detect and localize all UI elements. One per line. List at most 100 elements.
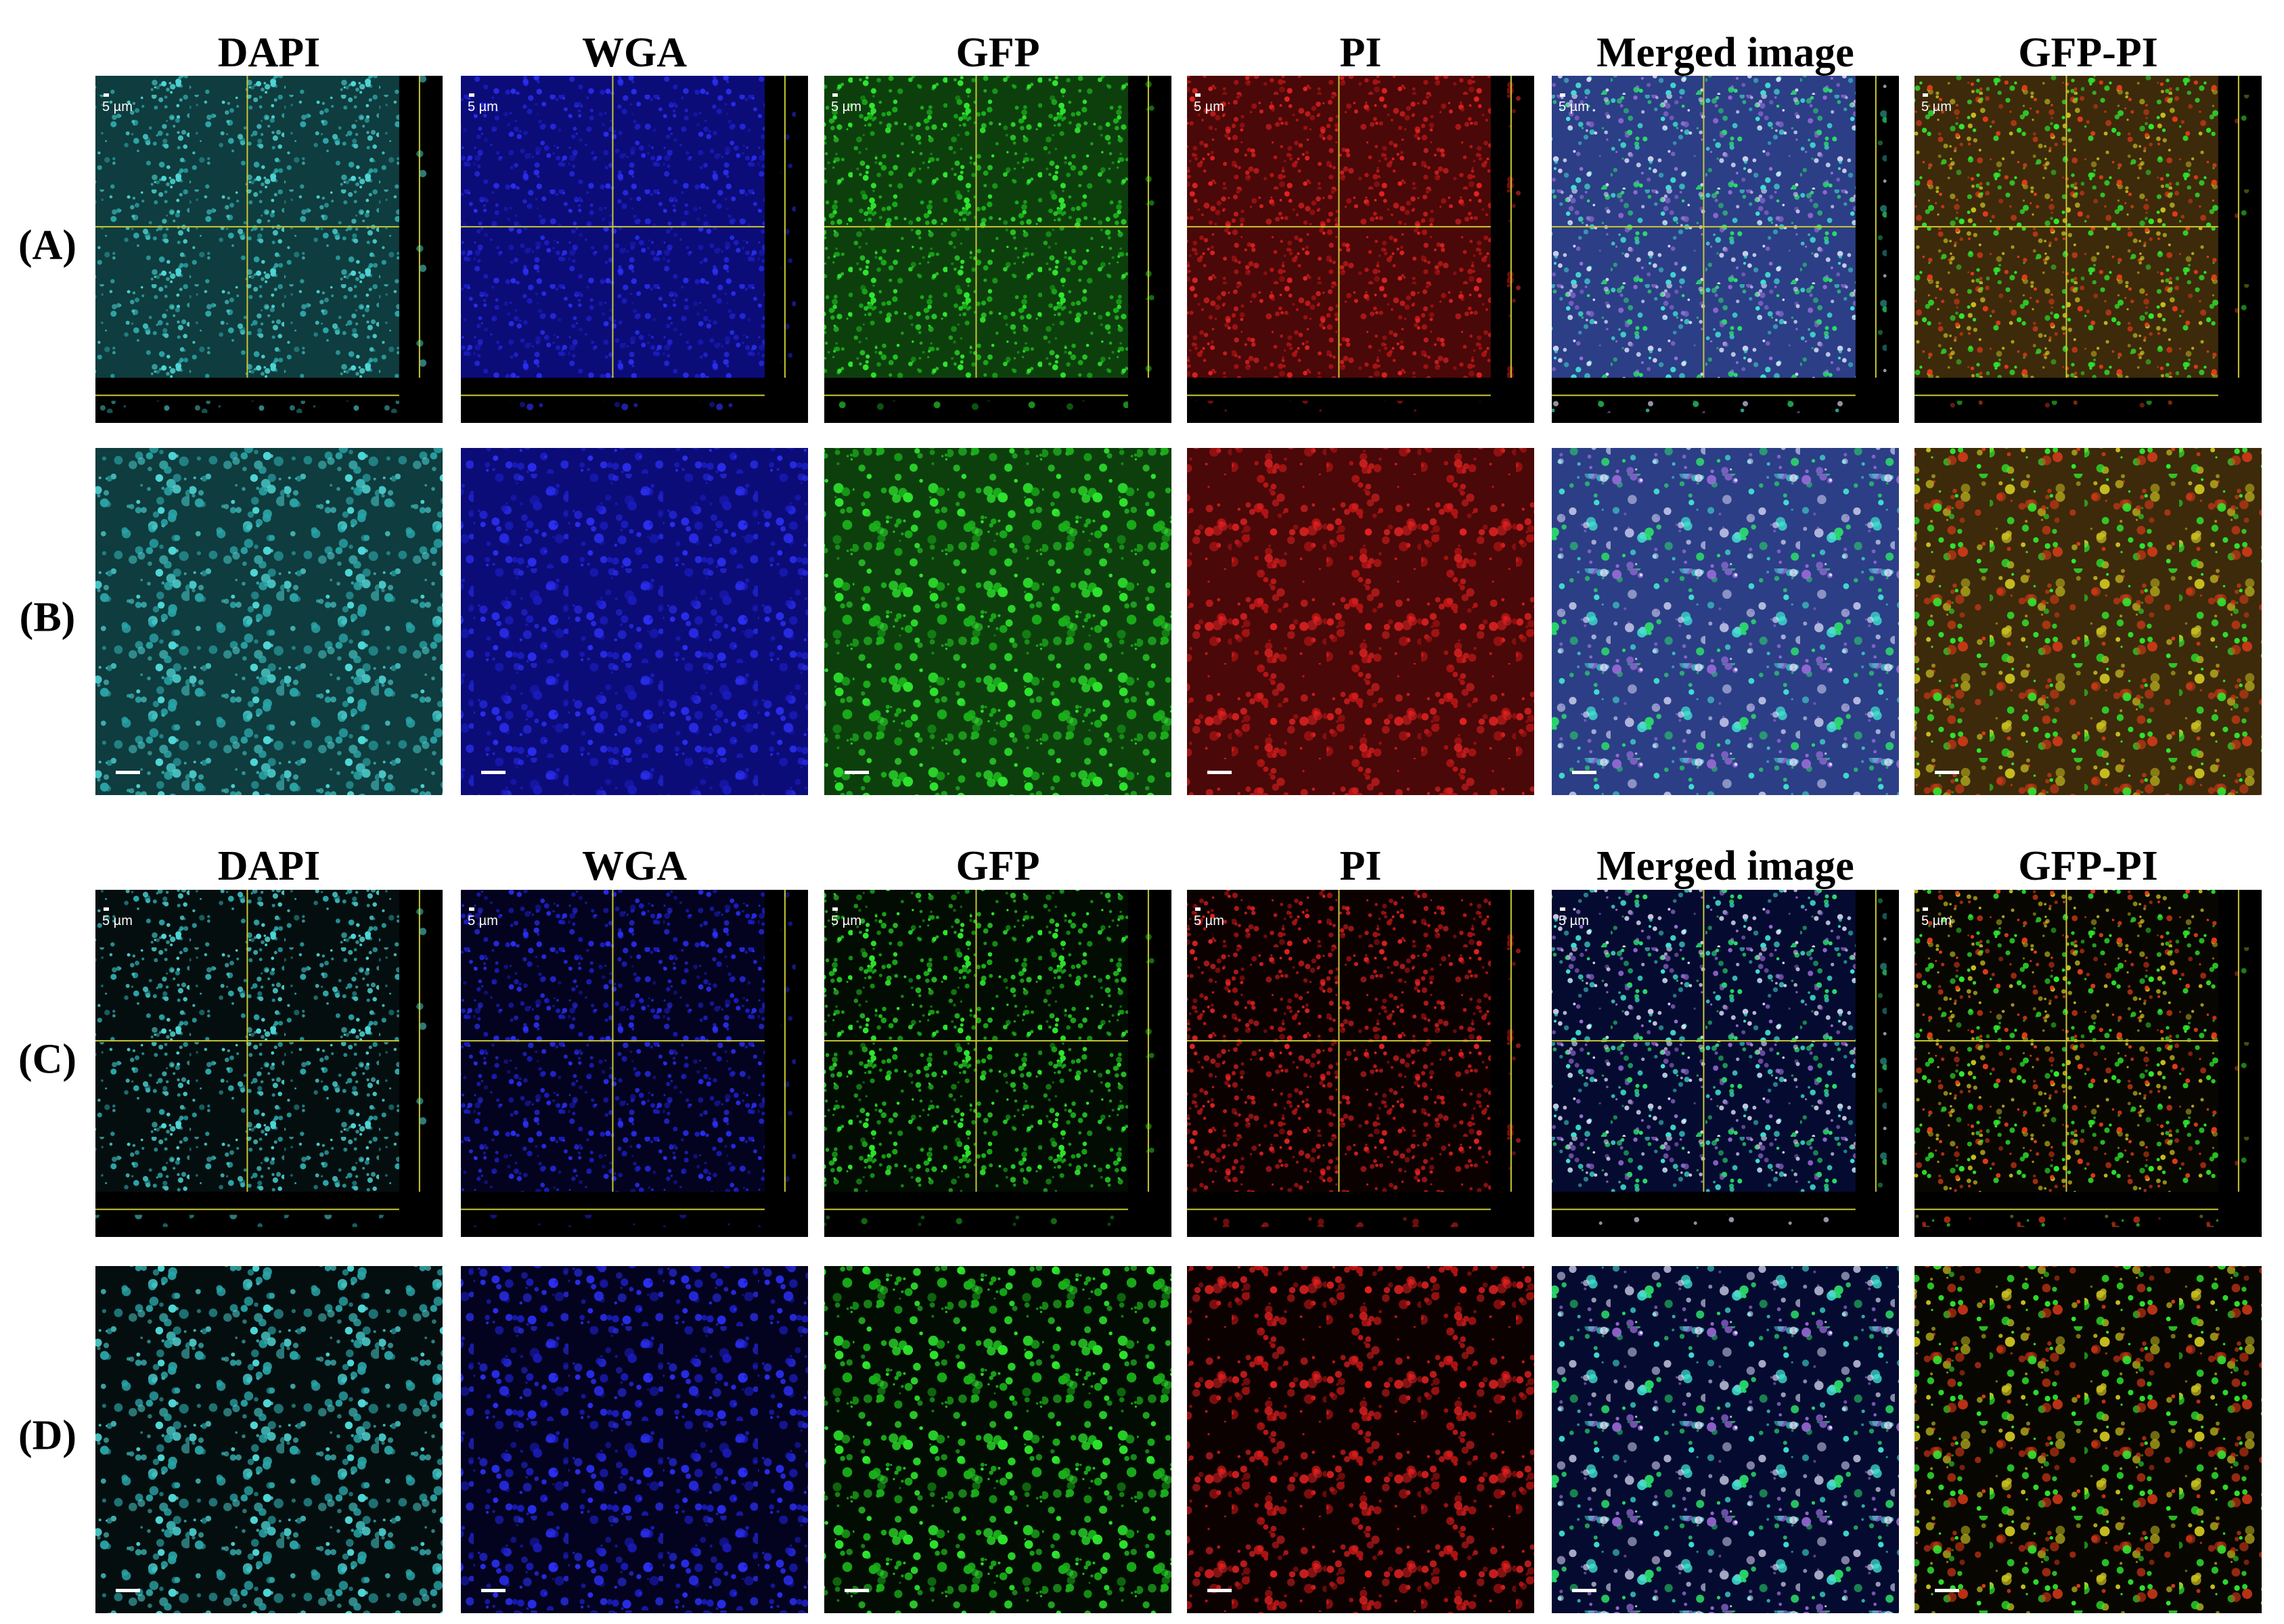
scale-bar — [116, 771, 140, 774]
xz-view — [461, 401, 765, 413]
xz-view — [1552, 1215, 1856, 1227]
image-panel — [1187, 448, 1534, 795]
scale-bar — [104, 93, 109, 97]
zoom-texture — [1552, 1266, 1899, 1613]
image-panel: 5 µm — [1914, 890, 2262, 1237]
zoom-texture — [1552, 448, 1899, 795]
yz-view — [780, 890, 796, 1192]
xz-view — [1552, 401, 1856, 413]
scale-bar-label: 5 µm — [831, 914, 861, 928]
image-panel — [1552, 1266, 1899, 1613]
scale-bar — [116, 1589, 140, 1592]
yz-view — [2234, 890, 2249, 1192]
zoom-texture — [95, 1266, 443, 1613]
image-panel: 5 µm — [461, 890, 808, 1237]
column-header: GFP-PI — [2018, 843, 2158, 889]
column-header: GFP-PI — [2018, 30, 2158, 76]
column-header: GFP — [956, 30, 1040, 76]
image-panel: 5 µm — [1914, 76, 2262, 423]
column-header: Merged image — [1596, 843, 1854, 889]
column-header: DAPI — [218, 843, 321, 889]
yz-view — [1871, 890, 1887, 1192]
image-panel — [461, 1266, 808, 1613]
image-panel — [95, 1266, 443, 1613]
yz-view — [1506, 890, 1522, 1192]
image-panel — [824, 1266, 1171, 1613]
scale-bar-label: 5 µm — [831, 99, 861, 114]
scale-bar-label: 5 µm — [1194, 99, 1224, 114]
image-panel: 5 µm — [461, 76, 808, 423]
image-panel: 5 µm — [824, 890, 1171, 1237]
scale-bar — [1935, 1589, 1959, 1592]
column-header: PI — [1340, 843, 1382, 889]
image-panel: 5 µm — [95, 76, 443, 423]
yz-view — [1144, 76, 1159, 378]
image-panel — [1914, 448, 2262, 795]
scale-bar — [1572, 771, 1596, 774]
image-panel — [1552, 448, 1899, 795]
xz-view — [1914, 401, 2218, 413]
xz-view — [95, 1215, 399, 1227]
xz-view — [95, 401, 399, 413]
image-panel — [1187, 1266, 1534, 1613]
scale-bar — [104, 907, 109, 911]
scale-bar — [845, 771, 869, 774]
zoom-texture — [461, 1266, 808, 1613]
row-label: (B) — [20, 595, 76, 641]
scale-bar-label: 5 µm — [468, 99, 498, 114]
column-header: DAPI — [218, 30, 321, 76]
column-header: PI — [1340, 30, 1382, 76]
scale-bar-label: 5 µm — [468, 914, 498, 928]
column-header: WGA — [582, 843, 687, 889]
image-panel — [824, 448, 1171, 795]
xz-view — [824, 401, 1128, 413]
scale-bar-label: 5 µm — [102, 99, 133, 114]
column-header: GFP — [956, 843, 1040, 889]
yz-view — [1144, 890, 1159, 1192]
scale-bar — [1560, 907, 1565, 911]
scale-bar — [832, 907, 838, 911]
scale-bar-label: 5 µm — [1559, 914, 1589, 928]
scale-bar — [469, 907, 474, 911]
image-panel — [95, 448, 443, 795]
image-panel — [1914, 1266, 2262, 1613]
zoom-texture — [1187, 448, 1534, 795]
scale-bar — [1207, 1589, 1232, 1592]
scale-bar — [832, 93, 838, 97]
yz-view — [1871, 76, 1887, 378]
scale-bar — [481, 771, 506, 774]
scale-bar — [1560, 93, 1565, 97]
scale-bar-label: 5 µm — [1921, 914, 1952, 928]
scale-bar — [469, 93, 474, 97]
scale-bar-label: 5 µm — [1559, 99, 1589, 114]
zoom-texture — [1914, 448, 2262, 795]
image-panel: 5 µm — [1187, 76, 1534, 423]
zoom-texture — [1914, 1266, 2262, 1613]
xz-view — [461, 1215, 765, 1227]
row-label: (D) — [18, 1413, 76, 1459]
scale-bar — [845, 1589, 869, 1592]
scale-bar — [481, 1589, 506, 1592]
xz-view — [1914, 1215, 2218, 1227]
scale-bar-label: 5 µm — [102, 914, 133, 928]
scale-bar — [1923, 93, 1928, 97]
image-panel: 5 µm — [1552, 76, 1899, 423]
yz-view — [780, 76, 796, 378]
xz-view — [824, 1215, 1128, 1227]
yz-view — [415, 76, 430, 378]
scale-bar — [1207, 771, 1232, 774]
scale-bar — [1195, 907, 1201, 911]
column-header: Merged image — [1596, 30, 1854, 76]
zoom-texture — [95, 448, 443, 795]
image-panel: 5 µm — [1187, 890, 1534, 1237]
image-panel — [461, 448, 808, 795]
zoom-texture — [824, 448, 1171, 795]
image-panel: 5 µm — [1552, 890, 1899, 1237]
scale-bar — [1195, 93, 1201, 97]
row-label: (A) — [18, 223, 76, 269]
image-panel: 5 µm — [824, 76, 1171, 423]
scale-bar — [1923, 907, 1928, 911]
yz-view — [415, 890, 430, 1192]
xz-view — [1187, 1215, 1491, 1227]
